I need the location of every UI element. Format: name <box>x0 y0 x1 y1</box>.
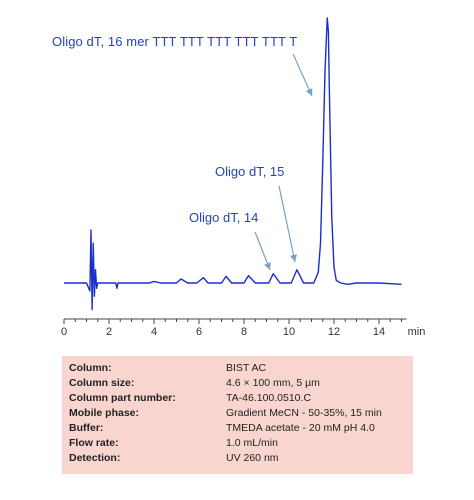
chromatogram-chart: 0 2 4 6 8 10 12 14 min <box>61 17 426 338</box>
conditions-row-detection: Detection: UV 260 nm <box>62 452 413 467</box>
x-tick-label: 6 <box>196 326 202 338</box>
conditions-row-flow-rate: Flow rate: 1.0 mL/min <box>62 437 413 452</box>
condition-label: Column part number: <box>69 392 176 404</box>
annotation-oligo-dt-15: Oligo dT, 15 <box>215 164 285 179</box>
x-tick-label: 8 <box>241 326 247 338</box>
condition-label: Detection: <box>69 452 121 464</box>
arrow-oligo-dt-14-head <box>264 262 271 270</box>
arrow-oligo-dt-16 <box>292 53 313 97</box>
x-tick-label: 10 <box>283 326 295 338</box>
conditions-row-buffer: Buffer: TMEDA acetate - 20 mM pH 4.0 <box>62 422 413 437</box>
arrow-oligo-dt-15 <box>278 185 296 263</box>
condition-label: Column: <box>69 362 112 374</box>
chromatogram-trace-line <box>64 17 402 311</box>
arrow-oligo-dt-16-head <box>305 88 313 96</box>
condition-value: 1.0 mL/min <box>226 437 278 449</box>
x-tick-label: 4 <box>151 326 157 338</box>
x-tick-label: 2 <box>106 326 112 338</box>
condition-value: TMEDA acetate - 20 mM pH 4.0 <box>226 422 375 434</box>
x-tick-label: 14 <box>373 326 385 338</box>
conditions-row-mobile-phase: Mobile phase: Gradient MeCN - 50-35%, 15… <box>62 407 413 422</box>
condition-label: Mobile phase: <box>69 407 140 419</box>
condition-label: Column size: <box>69 377 135 389</box>
condition-value: 4.6 × 100 mm, 5 µm <box>226 377 320 389</box>
conditions-row-part-number: Column part number: TA-46.100.0510.C <box>62 392 413 407</box>
x-tick-label: 12 <box>328 326 340 338</box>
trace-group <box>64 17 402 311</box>
condition-label: Buffer: <box>69 422 104 434</box>
condition-value: UV 260 nm <box>226 452 279 464</box>
conditions-row-column-size: Column size: 4.6 × 100 mm, 5 µm <box>62 377 413 392</box>
annotation-arrows <box>254 53 313 271</box>
annotation-oligo-dt-14: Oligo dT, 14 <box>189 210 259 225</box>
conditions-row-column: Column: BIST AC <box>62 362 413 377</box>
x-tick-label: 0 <box>61 326 67 338</box>
condition-label: Flow rate: <box>69 437 119 449</box>
conditions-table: Column: BIST AC Column size: 4.6 × 100 m… <box>62 356 413 474</box>
condition-value: TA-46.100.0510.C <box>226 392 312 404</box>
x-axis-label: min <box>408 326 426 338</box>
annotation-oligo-dt-16: Oligo dT, 16 mer TTT TTT TTT TTT TTT T <box>52 34 298 49</box>
x-axis: 0 2 4 6 8 10 12 14 min <box>61 318 426 338</box>
condition-value: Gradient MeCN - 50-35%, 15 min <box>226 407 382 419</box>
arrow-oligo-dt-15-head <box>290 254 297 262</box>
condition-value: BIST AC <box>226 362 267 374</box>
